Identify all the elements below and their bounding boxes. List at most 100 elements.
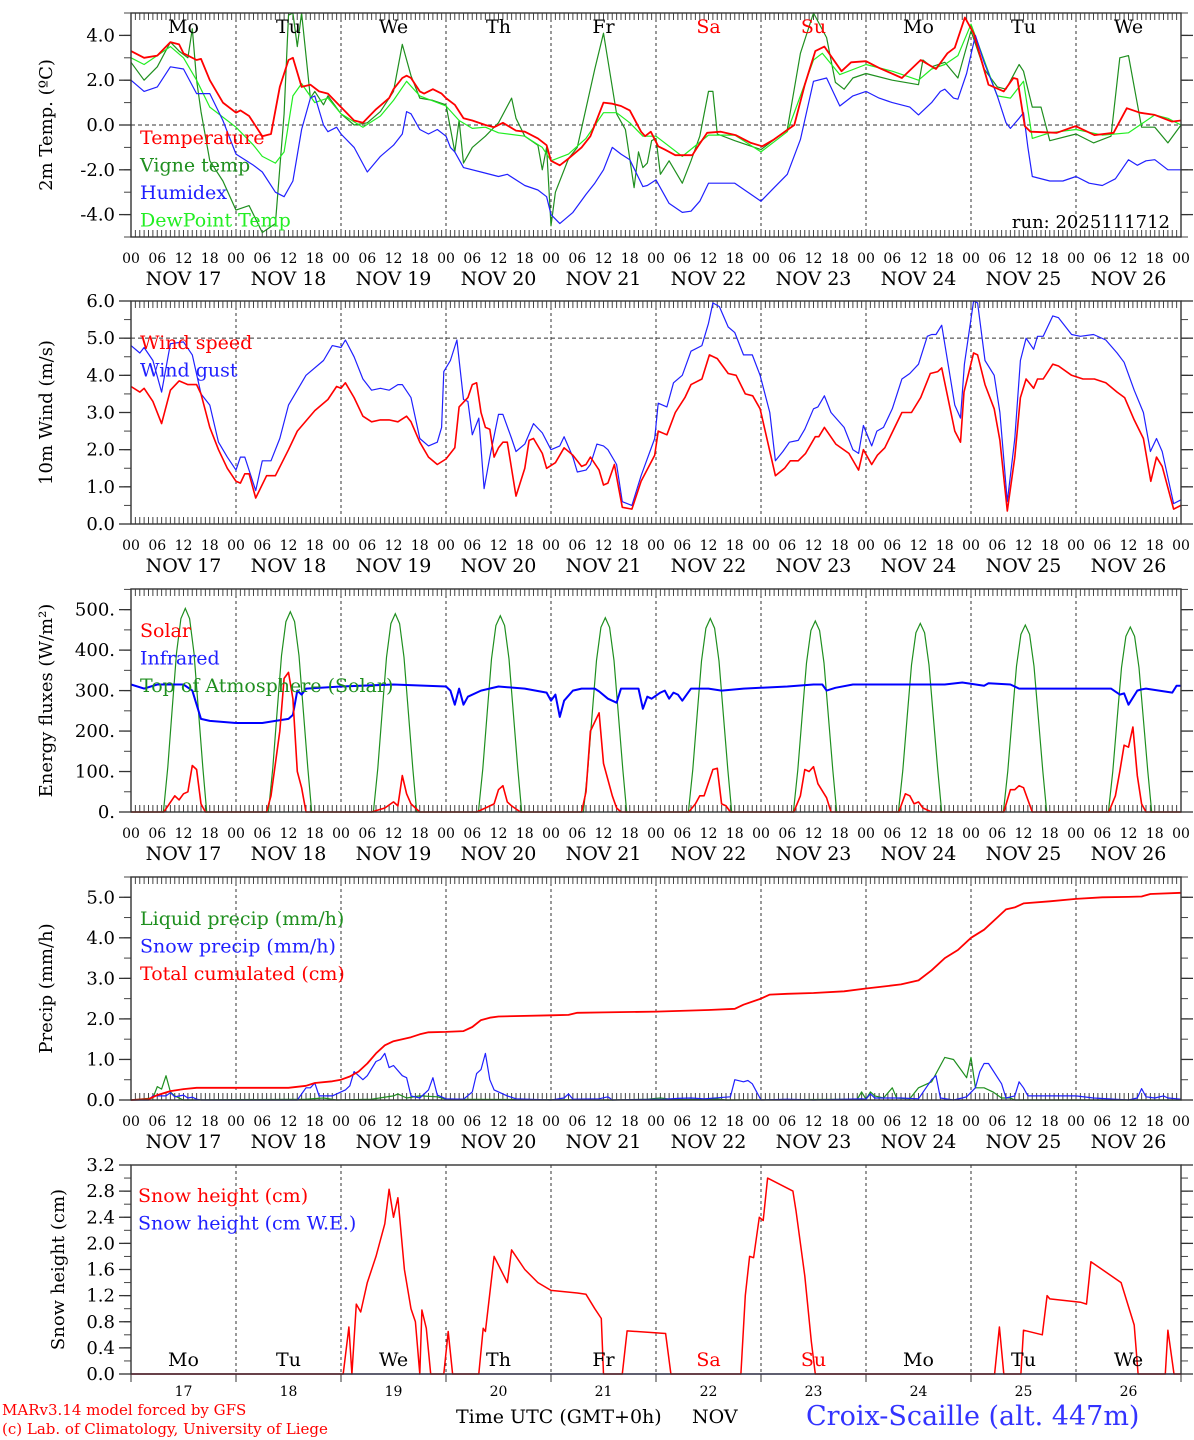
x-hour-label: 18 xyxy=(621,538,639,554)
x-hour-label: 00 xyxy=(227,826,245,842)
x-date-label: NOV 25 xyxy=(986,1131,1062,1153)
x-hour-label: 12 xyxy=(385,826,403,842)
x-hour-label: 06 xyxy=(358,826,376,842)
x-hour-label: 00 xyxy=(647,826,665,842)
x-hour-label: 06 xyxy=(148,826,166,842)
x-hour-label: 00 xyxy=(1172,826,1190,842)
x-hour-label: 06 xyxy=(1093,251,1111,267)
y-tick-label: 400. xyxy=(75,640,115,661)
x-date-label: NOV 18 xyxy=(251,843,327,865)
x-date-label: NOV 18 xyxy=(251,555,327,577)
legend-entry: Infrared xyxy=(140,648,220,670)
x-date-label: NOV 23 xyxy=(776,1131,852,1153)
x-hour-label: 00 xyxy=(1172,538,1190,554)
y-tick-label: -2.0 xyxy=(80,160,115,181)
x-hour-label: 00 xyxy=(1067,826,1085,842)
x-hour-label: 06 xyxy=(883,1114,901,1130)
weekday-label: We xyxy=(1114,16,1143,38)
x-hour-label: 12 xyxy=(595,826,613,842)
x-hour-label: 18 xyxy=(306,826,324,842)
x-hour-label: 00 xyxy=(857,538,875,554)
x-hour-label: 06 xyxy=(463,1114,481,1130)
series-line-snow-height-cm xyxy=(131,1177,1181,1375)
x-hour-label: 06 xyxy=(778,538,796,554)
legend-entry: Liquid precip (mm/h) xyxy=(140,908,344,930)
x-hour-label: 06 xyxy=(778,826,796,842)
x-hour-label: 18 xyxy=(936,1114,954,1130)
x-hour-label: 18 xyxy=(621,1114,639,1130)
x-hour-label: 18 xyxy=(936,826,954,842)
x-hour-label: 18 xyxy=(831,538,849,554)
series-line-solar xyxy=(131,671,1181,813)
y-tick-label: 0.8 xyxy=(86,1312,115,1333)
x-date-label: NOV 22 xyxy=(671,555,747,577)
x-hour-label: 06 xyxy=(883,538,901,554)
x-hour-label: 00 xyxy=(542,1114,560,1130)
x-hour-label: 06 xyxy=(568,1114,586,1130)
panel-2: 0.0 1.0 2.0 3.0 4.0 5.0 6.0 10m Wind (m/s) Wind … xyxy=(36,291,1193,577)
x-hour-label: 06 xyxy=(358,251,376,267)
x-hour-label: 12 xyxy=(1015,1114,1033,1130)
x-day-number: 19 xyxy=(385,1384,403,1400)
x-hour-label: 06 xyxy=(1093,826,1111,842)
y-tick-label: 0.0 xyxy=(86,1364,115,1385)
x-hour-label: 18 xyxy=(306,1114,324,1130)
y-tick-label: 2.0 xyxy=(86,1009,115,1030)
x-date-label: NOV 22 xyxy=(671,1131,747,1153)
y-tick-label: 0. xyxy=(98,802,115,823)
x-hour-label: 18 xyxy=(1146,1114,1164,1130)
x-hour-label: 12 xyxy=(175,538,193,554)
x-hour-label: 18 xyxy=(1041,251,1059,267)
x-date-label: NOV 21 xyxy=(566,555,642,577)
y-tick-label: 5.0 xyxy=(86,328,115,349)
x-hour-label: 06 xyxy=(568,826,586,842)
x-hour-label: 18 xyxy=(306,538,324,554)
x-hour-label: 12 xyxy=(595,1114,613,1130)
y-tick-label: 4.0 xyxy=(86,365,115,386)
x-hour-label: 00 xyxy=(752,826,770,842)
x-hour-label: 18 xyxy=(306,251,324,267)
weekday-label: Th xyxy=(486,1349,511,1371)
y-tick-label: 2.0 xyxy=(86,440,115,461)
x-hour-label: 18 xyxy=(201,538,219,554)
x-date-label: NOV 24 xyxy=(881,1131,957,1153)
x-date-label: NOV 17 xyxy=(146,268,222,290)
weekday-label: Sa xyxy=(696,16,720,38)
x-date-label: NOV 26 xyxy=(1091,1131,1167,1153)
x-hour-label: 00 xyxy=(962,1114,980,1130)
x-date-label: NOV 25 xyxy=(986,268,1062,290)
x-hour-label: 12 xyxy=(805,1114,823,1130)
x-hour-label: 00 xyxy=(1067,1114,1085,1130)
x-hour-label: 06 xyxy=(148,1114,166,1130)
x-hour-label: 12 xyxy=(490,251,508,267)
x-hour-label: 06 xyxy=(673,251,691,267)
y-tick-label: 3.0 xyxy=(86,403,115,424)
legend-entry: Humidex xyxy=(140,182,227,204)
x-hour-label: 06 xyxy=(673,826,691,842)
x-hour-label: 12 xyxy=(1120,251,1138,267)
x-hour-label: 06 xyxy=(988,1114,1006,1130)
y-tick-label: -4.0 xyxy=(80,205,115,226)
x-hour-label: 00 xyxy=(752,251,770,267)
x-hour-label: 12 xyxy=(1120,826,1138,842)
x-hour-label: 12 xyxy=(385,251,403,267)
weekday-label: Mo xyxy=(903,16,934,38)
x-day-number: 26 xyxy=(1120,1384,1138,1400)
x-date-label: NOV 26 xyxy=(1091,555,1167,577)
x-date-label: NOV 25 xyxy=(986,555,1062,577)
x-hour-label: 06 xyxy=(253,251,271,267)
x-date-label: NOV 24 xyxy=(881,268,957,290)
legend-entry: Top of Atmosphere (Solar) xyxy=(140,675,393,697)
x-hour-label: 18 xyxy=(936,251,954,267)
series-line-temperature xyxy=(130,16,1182,167)
x-hour-label: 12 xyxy=(490,826,508,842)
x-hour-label: 12 xyxy=(175,1114,193,1130)
y-tick-label: 0.4 xyxy=(86,1338,115,1359)
weekday-label: Tu xyxy=(276,1349,301,1371)
weekday-label: Mo xyxy=(168,1349,199,1371)
x-hour-label: 18 xyxy=(201,251,219,267)
x-day-number: 18 xyxy=(280,1384,298,1400)
x-hour-label: 12 xyxy=(280,826,298,842)
x-hour-label: 00 xyxy=(752,1114,770,1130)
